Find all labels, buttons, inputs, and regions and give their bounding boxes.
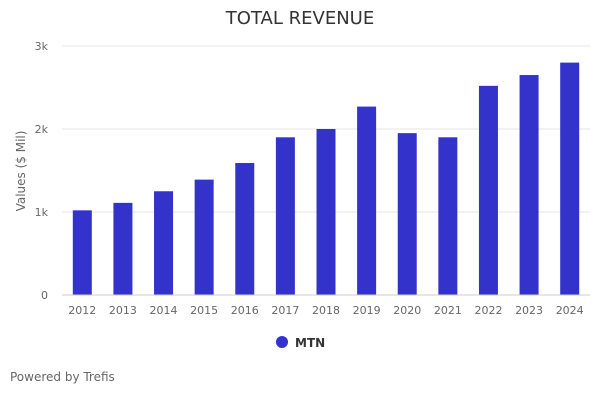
bar-2024[interactable] [560,62,580,295]
x-tick-label: 2017 [271,304,299,317]
y-axis-label: Values ($ Mil) [14,131,28,212]
x-axis-ticks: 2012 2013 2014 2015 2016 2017 2018 2019 2020 2021… [68,304,583,317]
bar-2016[interactable] [235,163,255,295]
x-tick-label: 2013 [109,304,137,317]
bar-2015[interactable] [194,179,214,295]
legend-marker-icon [276,336,288,348]
bar-2012[interactable] [72,210,92,295]
x-tick-label: 2012 [68,304,96,317]
bar-2021[interactable] [438,137,458,295]
x-tick-label: 2014 [150,304,178,317]
x-tick-label: 2020 [393,304,421,317]
x-tick-label: 2024 [556,304,584,317]
x-tick-label: 2015 [190,304,218,317]
bar-2022[interactable] [478,85,498,295]
y-axis-ticks: 0 1k 2k 3k [35,40,49,302]
bar-2017[interactable] [275,137,295,295]
chart-title: TOTAL REVENUE [225,8,374,29]
y-tick-label: 0 [41,289,48,302]
x-tick-label: 2022 [474,304,502,317]
bars [72,62,580,295]
bar-2014[interactable] [154,191,174,295]
legend-label: MTN [295,336,325,350]
x-tick-label: 2018 [312,304,340,317]
x-tick-label: 2019 [353,304,381,317]
bar-2013[interactable] [113,202,133,295]
legend[interactable]: MTN [276,336,325,350]
bar-2020[interactable] [397,133,417,295]
x-tick-label: 2021 [434,304,462,317]
bar-2018[interactable] [316,129,336,295]
credit-text[interactable]: Powered by Trefis [10,370,115,384]
x-tick-label: 2016 [231,304,259,317]
y-tick-label: 1k [35,206,49,219]
bar-2019[interactable] [357,106,377,295]
y-tick-label: 3k [35,40,49,53]
x-tick-label: 2023 [515,304,543,317]
bar-2023[interactable] [519,75,539,295]
y-tick-label: 2k [35,123,49,136]
